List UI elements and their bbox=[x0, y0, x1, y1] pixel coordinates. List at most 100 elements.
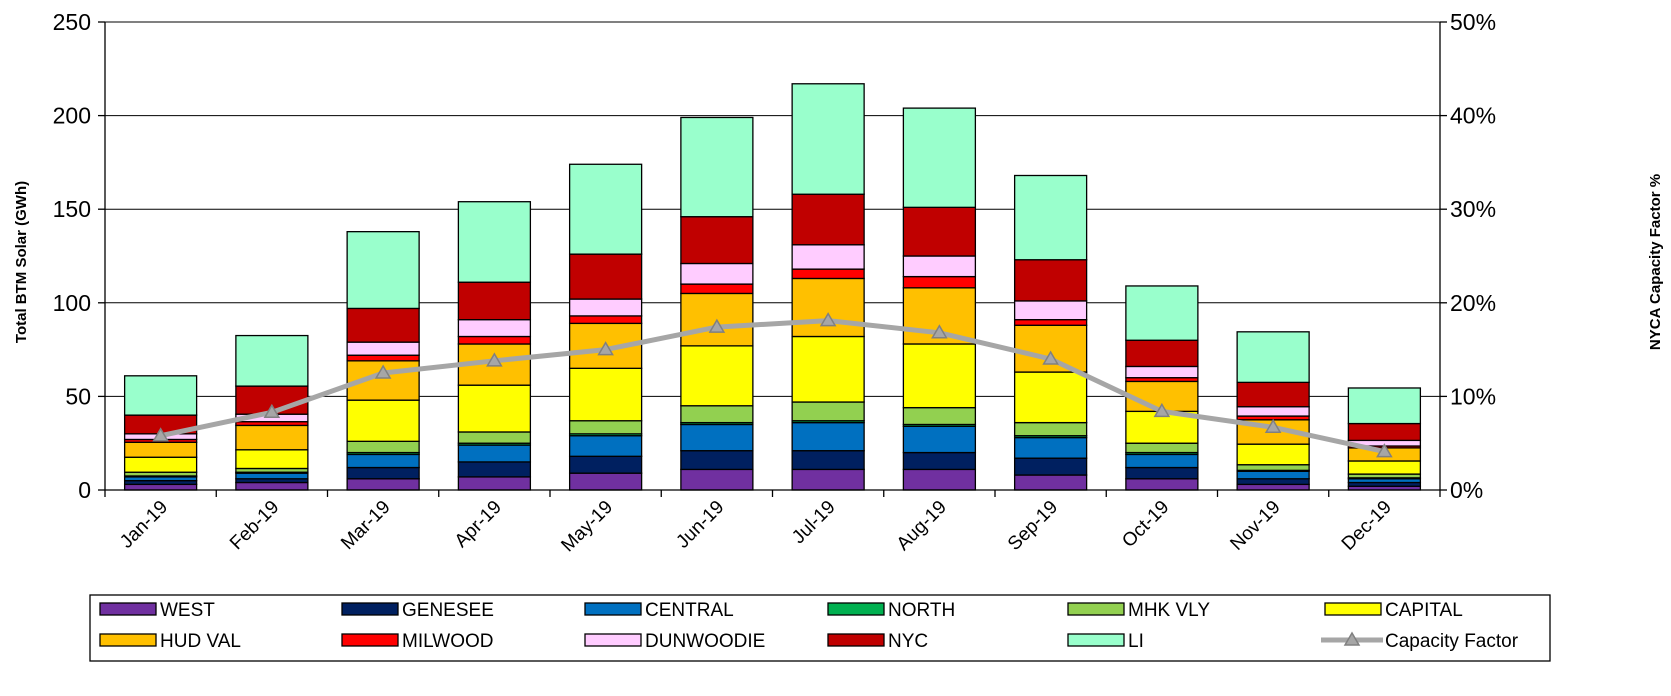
capacity-factor-point bbox=[486, 352, 503, 367]
bar-segment bbox=[235, 334, 309, 387]
bar-segment bbox=[1236, 464, 1310, 472]
bar-segment bbox=[791, 193, 865, 246]
legend-swatch bbox=[341, 602, 399, 616]
legend-label: CENTRAL bbox=[645, 600, 734, 621]
bar-segment bbox=[791, 335, 865, 403]
bar-stack bbox=[1125, 285, 1199, 491]
legend-swatch bbox=[584, 602, 642, 616]
bar-segment bbox=[346, 466, 420, 480]
bar-segment bbox=[902, 343, 977, 409]
x-tick-label: Dec-19 bbox=[1338, 497, 1396, 555]
capacity-factor-point bbox=[1264, 418, 1282, 434]
legend-box bbox=[89, 594, 1551, 662]
bar-segment bbox=[568, 455, 643, 474]
legend-label: NORTH bbox=[888, 600, 955, 621]
bar-segment bbox=[680, 283, 754, 295]
legend-item: CAPITAL bbox=[1324, 600, 1463, 621]
bar-segment bbox=[235, 481, 309, 491]
bar-segment bbox=[457, 201, 532, 283]
bar-stack bbox=[680, 116, 754, 491]
legend-swatch bbox=[827, 633, 885, 647]
bar-segment bbox=[1013, 324, 1088, 373]
bar-segment bbox=[1125, 466, 1199, 480]
bar-segment bbox=[791, 401, 865, 422]
bar-segment bbox=[346, 399, 420, 442]
bar-segment bbox=[1013, 436, 1088, 459]
bar-segment bbox=[902, 206, 977, 257]
bar-stack bbox=[1236, 331, 1310, 491]
bar-segment bbox=[1125, 365, 1199, 379]
legend-item: MHK VLY bbox=[1067, 600, 1210, 621]
bar-segment bbox=[346, 453, 420, 469]
bar-segment bbox=[902, 255, 977, 278]
x-tick-labels: Jan-19 Feb-19 Mar-19 Apr-19 May-19 Jun-19 Jul-… bbox=[116, 497, 1396, 557]
capacity-factor-point bbox=[1153, 402, 1171, 418]
bar-segment bbox=[123, 456, 198, 473]
bar-segment bbox=[680, 116, 754, 218]
legend-swatch bbox=[99, 633, 157, 647]
capacity-factor-line bbox=[152, 312, 1393, 458]
bar-segment bbox=[568, 253, 643, 300]
bar-segment bbox=[1125, 442, 1199, 454]
bar-segment bbox=[680, 216, 754, 265]
bar-segment bbox=[123, 375, 198, 416]
bar-segment bbox=[457, 476, 532, 491]
bar-segment bbox=[791, 421, 865, 452]
bar-segment bbox=[1125, 453, 1199, 469]
legend-swatch bbox=[99, 602, 157, 616]
x-tick-label: Mar-19 bbox=[337, 497, 394, 554]
capacity-factor-point bbox=[263, 403, 281, 419]
x-tick-label: Oct-19 bbox=[1118, 497, 1173, 552]
legend-item: DUNWOODIE bbox=[584, 631, 765, 652]
legend-swatch-marker bbox=[1343, 631, 1361, 646]
bar-segment bbox=[902, 107, 977, 208]
axes bbox=[98, 21, 1447, 497]
stacked-bars bbox=[123, 83, 1422, 491]
y-tick-labels: 0 50 100 150 200 250 bbox=[53, 9, 91, 503]
bar-segment bbox=[1347, 422, 1422, 442]
bar-segment bbox=[235, 472, 309, 480]
bar-segment bbox=[1236, 443, 1310, 466]
y2-tick-labels: 0% 10% 20% 30% 40% 50% bbox=[1450, 9, 1496, 503]
bar-segment bbox=[1013, 457, 1088, 476]
bar-segment bbox=[1013, 174, 1088, 261]
bar-segment bbox=[1236, 381, 1310, 408]
legend-label: DUNWOODIE bbox=[645, 631, 765, 652]
bar-segment bbox=[902, 275, 977, 289]
bar-segment bbox=[1236, 483, 1310, 491]
capacity-factor-point bbox=[819, 312, 837, 327]
capacity-factor-point bbox=[931, 324, 948, 339]
bar-segment bbox=[346, 354, 420, 362]
bar-segment bbox=[791, 268, 865, 280]
y2-tick-label: 0% bbox=[1450, 477, 1483, 503]
legend-item: LI bbox=[1067, 631, 1144, 652]
bar-segment bbox=[457, 461, 532, 478]
bar-segment bbox=[568, 420, 643, 435]
bar-segment bbox=[568, 472, 643, 491]
bar-segment bbox=[791, 244, 865, 270]
bar-segment bbox=[457, 281, 532, 321]
bar-segment bbox=[1013, 259, 1088, 302]
bar-segment bbox=[568, 163, 643, 255]
legend-label: HUD VAL bbox=[160, 631, 241, 652]
bar-stack bbox=[457, 201, 532, 491]
capacity-factor-point bbox=[708, 318, 726, 333]
legend-swatch bbox=[827, 602, 885, 616]
legend-label: NYC bbox=[888, 631, 928, 652]
bar-stack bbox=[1013, 174, 1088, 491]
bar-segment bbox=[902, 406, 977, 426]
x-tick-label: May-19 bbox=[557, 497, 617, 557]
bar-segment bbox=[1236, 331, 1310, 384]
y-axis-label: Total BTM Solar (GWh) bbox=[13, 181, 30, 343]
bar-stack bbox=[568, 163, 643, 491]
bar-segment bbox=[1125, 478, 1199, 491]
bar-segment bbox=[235, 424, 309, 451]
x-tick-label: Sep-19 bbox=[1004, 497, 1062, 555]
bar-segment bbox=[1236, 406, 1310, 417]
legend-label: MILWOOD bbox=[402, 631, 493, 652]
bar-segment bbox=[1347, 387, 1422, 425]
bar-stack bbox=[791, 83, 865, 491]
legend-swatch bbox=[1067, 633, 1125, 647]
legend-label: WEST bbox=[160, 600, 215, 621]
y-tick-label: 50 bbox=[65, 383, 91, 409]
